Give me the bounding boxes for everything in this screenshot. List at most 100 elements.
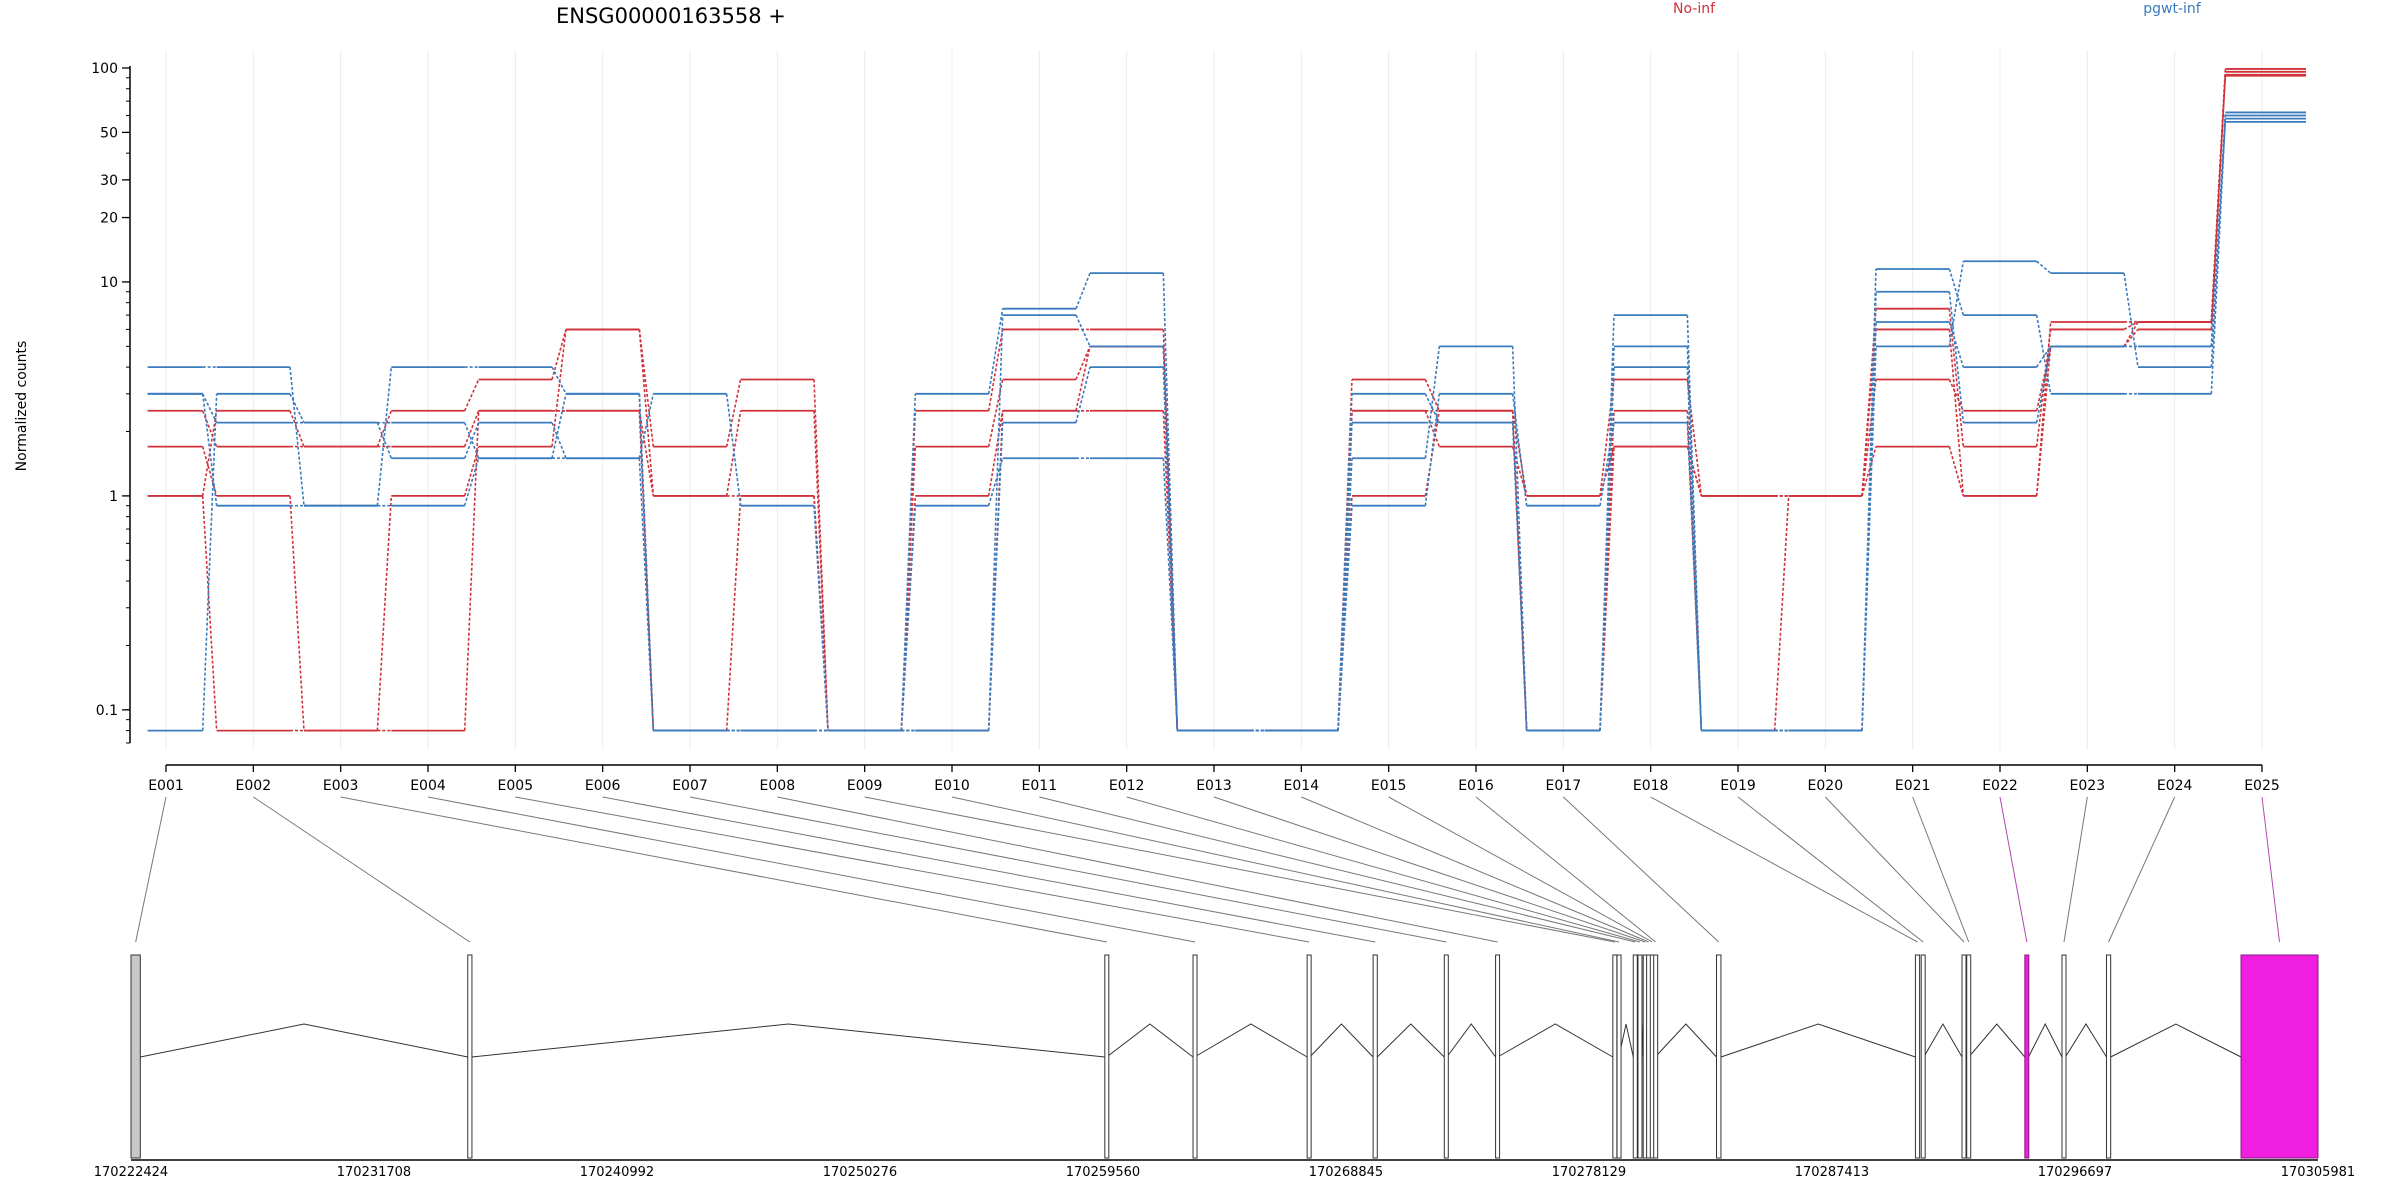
exon-connector xyxy=(1388,796,1653,943)
data-transition xyxy=(987,308,1004,394)
data-transition xyxy=(1948,261,1965,347)
x-tick-label: E015 xyxy=(1371,778,1407,794)
exon-connector xyxy=(951,796,1620,943)
exon-E007 xyxy=(1443,954,1449,1159)
exon-E016 xyxy=(1653,954,1659,1159)
coord-tick-label: 170222424 xyxy=(94,1165,168,1180)
series-No-inf xyxy=(147,70,2307,732)
intron xyxy=(1968,1023,2026,1058)
data-transition xyxy=(1162,458,1179,731)
data-transition xyxy=(551,366,567,395)
x-tick-label: E009 xyxy=(847,778,883,794)
x-tick-label: E016 xyxy=(1458,778,1494,794)
data-transition xyxy=(289,367,305,506)
data-transition xyxy=(1948,268,1965,316)
x-tick-label: E020 xyxy=(1808,778,1844,794)
data-transition xyxy=(463,410,480,447)
data-transition xyxy=(987,329,1004,411)
intron xyxy=(140,1023,468,1058)
y-tick-label: 20 xyxy=(100,211,118,227)
data-transition xyxy=(2123,321,2139,331)
x-axis: E001 E002 E003 E004 E005 E006 E007 E008 E009 E010… xyxy=(148,764,2280,794)
exon-connector xyxy=(2261,796,2281,943)
data-transition xyxy=(2036,260,2052,274)
data-transition xyxy=(2036,345,2052,368)
data-transition xyxy=(900,505,917,731)
y-tick-label: 0.1 xyxy=(96,703,118,719)
data-transition xyxy=(2035,346,2052,411)
exon-connector xyxy=(1475,796,1656,943)
data-transition xyxy=(1511,422,1528,731)
data-transition xyxy=(1337,422,1353,731)
data-transition xyxy=(2210,68,2227,323)
exon-E006 xyxy=(1372,954,1378,1159)
series-pgwt-inf xyxy=(147,111,2307,732)
data-transition xyxy=(2123,272,2139,368)
exon-E017 xyxy=(1716,954,1722,1159)
exon-E001 xyxy=(130,954,141,1159)
data-transition xyxy=(1773,495,1790,731)
data-transition xyxy=(376,410,393,447)
data-transition xyxy=(1511,393,1528,506)
exon-connector xyxy=(1999,796,2028,943)
x-tick-label: E012 xyxy=(1109,778,1145,794)
exon-connector xyxy=(2063,796,2088,943)
y-tick-label: 100 xyxy=(91,61,118,77)
data-transition xyxy=(813,505,829,731)
exon-connector xyxy=(1039,796,1636,943)
exon-connector xyxy=(1737,796,1924,943)
data-transition xyxy=(1075,346,1091,380)
exon-connector-lines xyxy=(135,796,2281,943)
data-transition xyxy=(1686,346,1703,731)
exon-E019 xyxy=(1920,954,1926,1159)
data-transition xyxy=(1424,393,1441,506)
data-transition xyxy=(289,393,305,423)
legend-entry: pgwt-inf xyxy=(2143,1,2202,17)
coord-tick-label: 170287413 xyxy=(1795,1165,1869,1180)
x-tick-label: E024 xyxy=(2157,778,2193,794)
data-transition xyxy=(900,393,917,731)
intron xyxy=(1923,1023,1963,1058)
legend: No-inf pgwt-inf xyxy=(1673,1,2202,17)
x-tick-label: E005 xyxy=(498,778,534,794)
exon-connector xyxy=(427,796,1196,943)
data-transition xyxy=(1948,308,1965,447)
x-tick-label: E017 xyxy=(1546,778,1582,794)
data-transition xyxy=(1861,446,1877,497)
exon-connector xyxy=(1301,796,1649,943)
intron xyxy=(1376,1023,1445,1058)
coord-tick-label: 170296697 xyxy=(2038,1165,2112,1180)
exon-E024 xyxy=(2105,954,2112,1159)
exon-E011 xyxy=(1632,954,1638,1159)
exon-E025 xyxy=(2240,954,2319,1159)
data-transition xyxy=(1948,321,1965,368)
data-transition xyxy=(1948,291,1965,423)
intron xyxy=(1497,1023,1614,1058)
intron xyxy=(1720,1023,1916,1058)
x-tick-label: E001 xyxy=(148,778,184,794)
coord-tick-label: 170250276 xyxy=(823,1165,897,1180)
x-tick-label: E025 xyxy=(2244,778,2280,794)
data-transition xyxy=(813,379,829,731)
coord-tick-label: 170259560 xyxy=(1066,1165,1140,1180)
gene-model xyxy=(130,954,2319,1159)
data-transition xyxy=(1861,308,1877,496)
exon-E012 xyxy=(1637,954,1643,1159)
x-tick-label: E007 xyxy=(672,778,708,794)
data-transition xyxy=(463,410,480,731)
data-transition xyxy=(201,393,218,423)
x-tick-label: E011 xyxy=(1022,778,1058,794)
intron xyxy=(2064,1023,2107,1058)
coord-tick-label: 170268845 xyxy=(1309,1165,1383,1180)
data-transition xyxy=(1861,291,1877,731)
data-transition xyxy=(1948,446,1965,497)
exon-E005 xyxy=(1306,954,1312,1159)
data-transition xyxy=(289,410,305,447)
x-tick-label: E023 xyxy=(2070,778,2106,794)
exon-connector xyxy=(1824,796,1965,943)
data-transition xyxy=(551,422,567,459)
data-transition xyxy=(987,458,1004,506)
coord-tick-label: 170231708 xyxy=(337,1165,411,1180)
x-tick-label: E002 xyxy=(236,778,272,794)
